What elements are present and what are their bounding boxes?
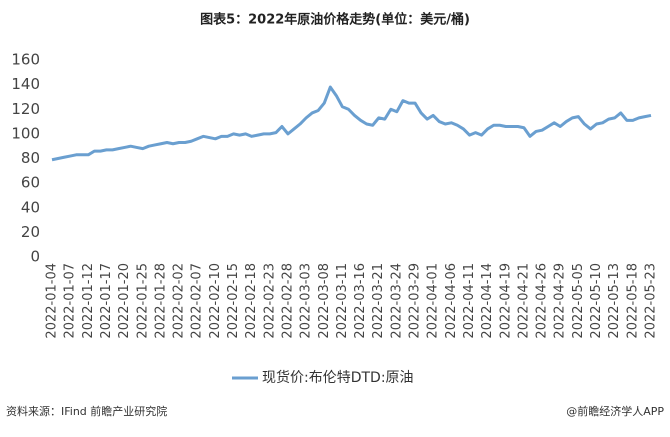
- y-tick-label: 20: [21, 223, 40, 241]
- x-tick-label: 2022-03-24: [389, 263, 404, 339]
- x-tick-label: 2022-05-23: [644, 263, 659, 339]
- x-tick-label: 2022-01-17: [99, 263, 114, 339]
- x-tick-label: 2022-01-20: [117, 263, 132, 339]
- y-tick-label: 0: [30, 248, 40, 266]
- y-tick-label: 40: [21, 198, 40, 216]
- y-tick-label: 140: [11, 75, 40, 93]
- x-tick-label: 2022-02-28: [280, 263, 295, 339]
- x-tick-label: 2022-01-25: [135, 263, 150, 339]
- x-tick-label: 2022-04-11: [462, 263, 477, 339]
- x-tick-label: 2022-02-15: [226, 263, 241, 339]
- x-tick-label: 2022-04-01: [426, 263, 441, 339]
- x-tick-label: 2022-03-29: [408, 263, 423, 339]
- x-tick-label: 2022-02-10: [208, 263, 223, 339]
- x-tick-label: 2022-04-29: [553, 263, 568, 339]
- x-tick-label: 2022-03-21: [371, 263, 386, 339]
- x-tick-label: 2022-03-11: [335, 263, 350, 339]
- x-tick-label: 2022-02-18: [244, 263, 259, 339]
- x-tick-label: 2022-02-23: [262, 263, 277, 339]
- y-tick-label: 120: [11, 100, 40, 118]
- legend-label: 现货价:布伦特DTD:原油: [262, 369, 414, 386]
- x-tick-label: 2022-05-05: [571, 263, 586, 339]
- x-tick-label: 2022-01-12: [81, 263, 96, 339]
- y-tick-label: 80: [21, 149, 40, 167]
- x-tick-label: 2022-02-07: [190, 263, 205, 339]
- x-tick-label: 2022-04-14: [480, 263, 495, 339]
- x-tick-label: 2022-05-13: [607, 263, 622, 339]
- x-tick-label: 2022-03-16: [353, 263, 368, 339]
- x-tick-label: 2022-02-02: [172, 263, 187, 339]
- source: 资料来源：IFind 前瞻产业研究院: [6, 404, 167, 418]
- x-tick-label: 2022-05-10: [589, 263, 604, 339]
- credit: @前瞻经济学人APP: [566, 404, 664, 418]
- x-tick-label: 2022-04-06: [444, 263, 459, 339]
- x-tick-label: 2022-01-28: [153, 263, 168, 339]
- y-tick-label: 100: [11, 124, 40, 142]
- chart-title: 图表5：2022年原油价格走势(单位：美元/桶): [200, 12, 470, 28]
- x-tick-label: 2022-04-26: [535, 263, 550, 339]
- y-tick-label: 60: [21, 174, 40, 192]
- y-tick-label: 160: [11, 51, 40, 69]
- x-tick-label: 2022-01-04: [45, 263, 60, 339]
- x-tick-label: 2022-05-18: [625, 263, 640, 339]
- x-tick-label: 2022-04-21: [516, 263, 531, 339]
- line: [51, 85, 652, 162]
- x-tick-label: 2022-01-07: [63, 263, 78, 339]
- x-tick-label: 2022-03-03: [299, 263, 314, 339]
- x-tick-label: 2022-03-08: [317, 263, 332, 339]
- x-tick-label: 2022-04-19: [498, 263, 513, 339]
